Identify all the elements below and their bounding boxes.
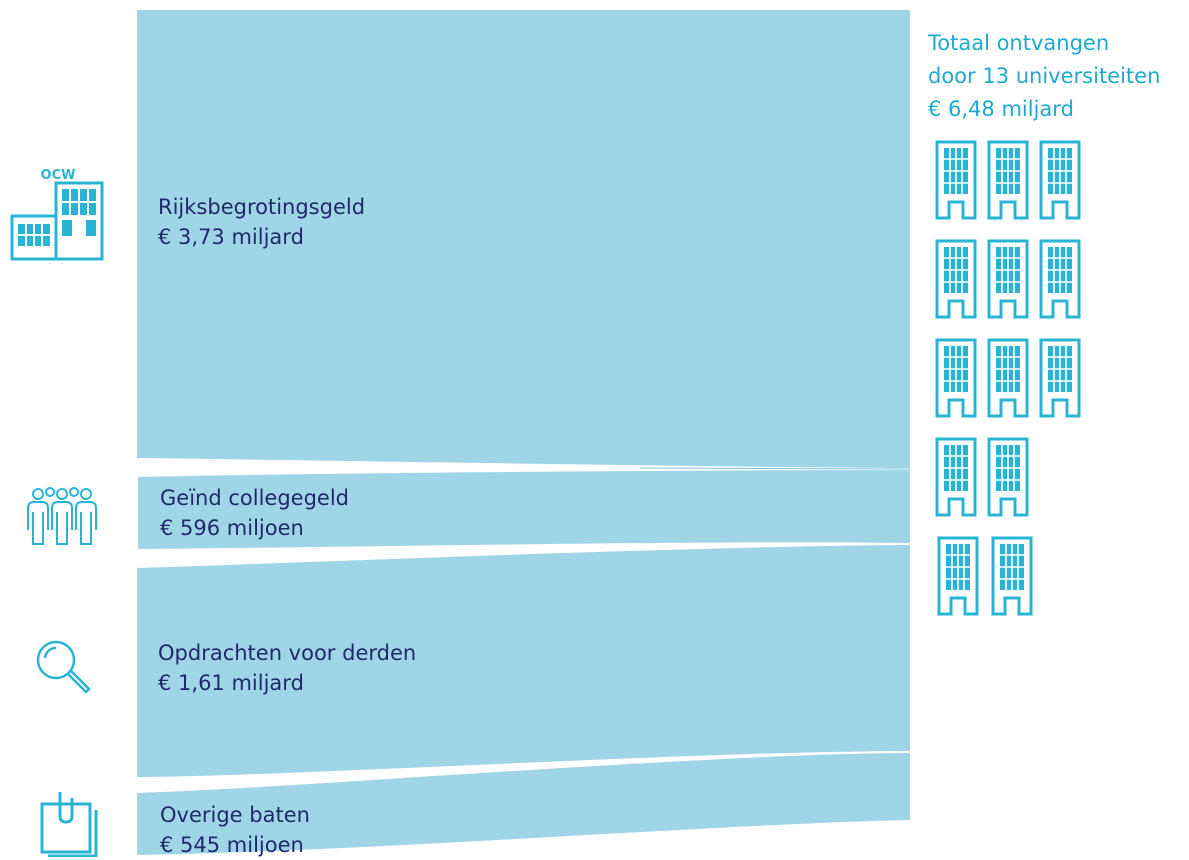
university-building-icon bbox=[987, 437, 1029, 517]
total-line-2: door 13 universiteiten bbox=[928, 64, 1161, 88]
university-building-icon bbox=[935, 338, 977, 418]
university-building-icon bbox=[991, 536, 1033, 616]
university-building-icon bbox=[935, 140, 977, 220]
university-building-icon bbox=[987, 239, 1029, 319]
university-building-icon bbox=[987, 140, 1029, 220]
source-amount: € 596 miljoen bbox=[160, 516, 304, 540]
source-name: Geïnd collegegeld bbox=[160, 486, 349, 510]
flow-band-opdrachten bbox=[137, 545, 910, 777]
university-building-icon bbox=[987, 338, 1029, 418]
ocw-text: OCW bbox=[41, 168, 76, 183]
total-line-3: € 6,48 miljard bbox=[928, 97, 1074, 121]
source-amount: € 545 miljoen bbox=[160, 833, 304, 857]
source-name: Rijksbegrotingsgeld bbox=[158, 195, 366, 219]
flow-band-collegegeld bbox=[138, 470, 910, 549]
source-label-overige-baten: Overige baten € 545 miljoen bbox=[160, 800, 310, 860]
source-label-opdrachten: Opdrachten voor derden € 1,61 miljard bbox=[158, 638, 416, 698]
source-label-rijksbegrotingsgeld: Rijksbegrotingsgeld € 3,73 miljard bbox=[158, 192, 365, 252]
source-amount: € 3,73 miljard bbox=[158, 225, 304, 249]
flow-band-rijksbegrotingsgeld bbox=[137, 10, 910, 468]
source-name: Opdrachten voor derden bbox=[158, 641, 417, 665]
total-label: Totaal ontvangen door 13 universiteiten … bbox=[928, 27, 1160, 126]
clipboard-icon bbox=[40, 792, 98, 857]
university-building-icon bbox=[1039, 338, 1081, 418]
university-building-icon bbox=[1039, 140, 1081, 220]
students-icon bbox=[27, 487, 97, 545]
flow-seam bbox=[639, 467, 911, 470]
source-name: Overige baten bbox=[160, 803, 310, 827]
ocw-building-icon: OCW bbox=[10, 168, 104, 261]
flow-band-overige-baten bbox=[137, 753, 910, 855]
university-building-icon bbox=[935, 239, 977, 319]
source-amount: € 1,61 miljard bbox=[158, 671, 304, 695]
university-building-icon bbox=[935, 437, 977, 517]
university-building-icon bbox=[937, 536, 979, 616]
university-building-icon bbox=[1039, 239, 1081, 319]
source-label-collegegeld: Geïnd collegegeld € 596 miljoen bbox=[160, 483, 349, 543]
total-line-1: Totaal ontvangen bbox=[928, 31, 1110, 55]
magnifier-icon bbox=[36, 640, 91, 694]
